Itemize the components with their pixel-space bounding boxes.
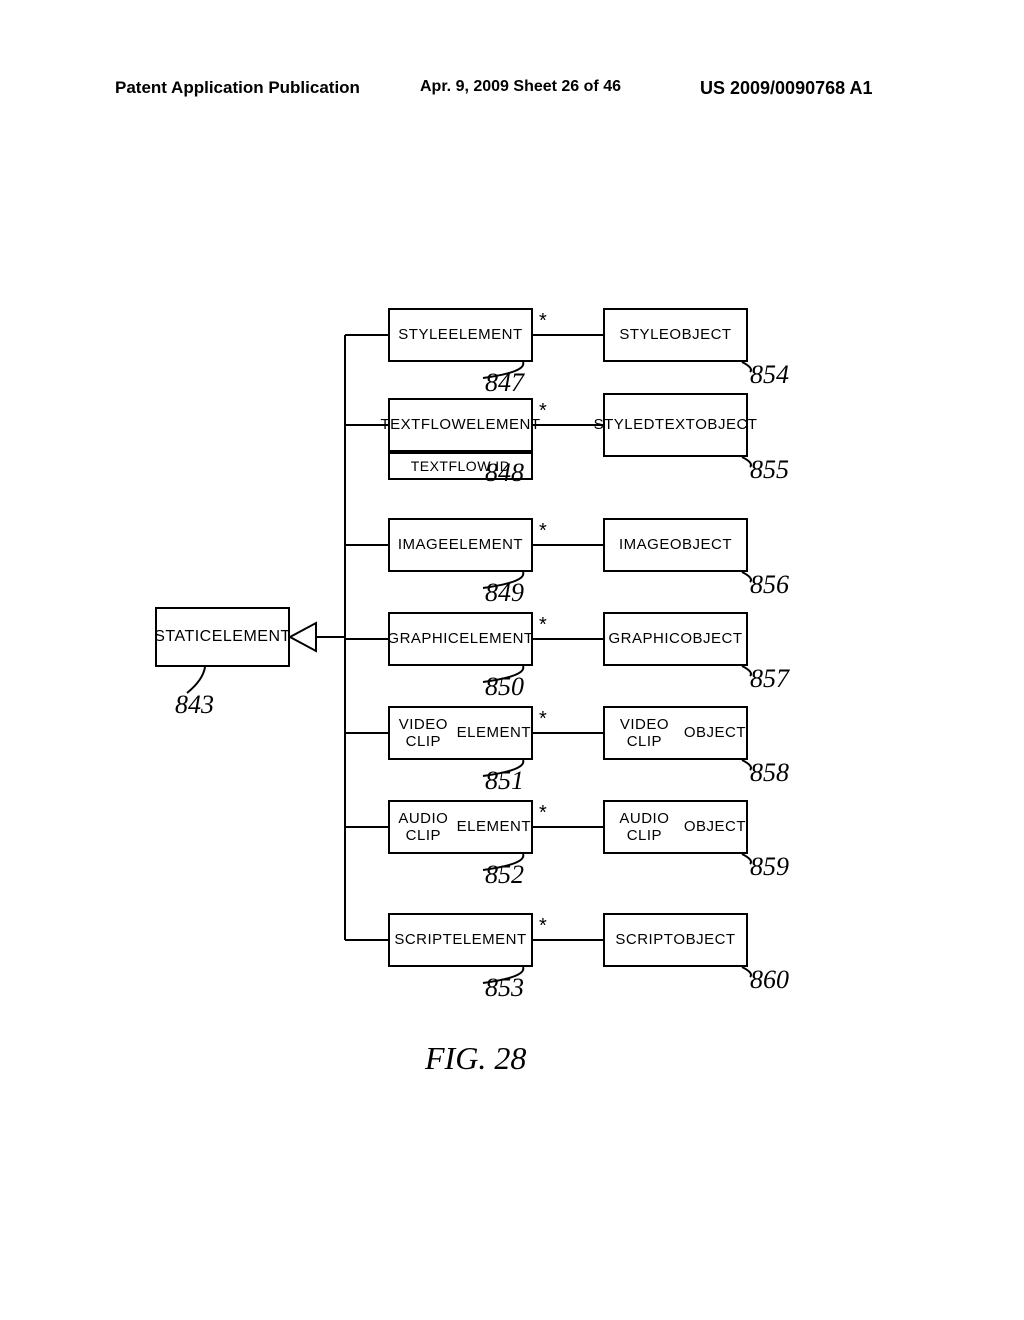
ref-848: 848 bbox=[485, 458, 524, 488]
ref-850: 850 bbox=[485, 672, 524, 702]
node-videoclip-object: VIDEO CLIPOBJECT bbox=[603, 706, 748, 760]
ref-855: 855 bbox=[750, 455, 789, 485]
ref-859: 859 bbox=[750, 852, 789, 882]
multiplicity-star: * bbox=[539, 708, 547, 731]
header-center: Apr. 9, 2009 Sheet 26 of 46 bbox=[420, 78, 621, 96]
node-script-object: SCRIPTOBJECT bbox=[603, 913, 748, 967]
node-image-object: IMAGEOBJECT bbox=[603, 518, 748, 572]
ref-856: 856 bbox=[750, 570, 789, 600]
node-textflow-object: STYLEDTEXTOBJECT bbox=[603, 393, 748, 457]
node-audioclip-object: AUDIO CLIPOBJECT bbox=[603, 800, 748, 854]
multiplicity-star: * bbox=[539, 614, 547, 637]
ref-853: 853 bbox=[485, 973, 524, 1003]
ref-858: 858 bbox=[750, 758, 789, 788]
node-image-element: IMAGEELEMENT bbox=[388, 518, 533, 572]
ref-854: 854 bbox=[750, 360, 789, 390]
node-graphic-object: GRAPHICOBJECT bbox=[603, 612, 748, 666]
header-right: US 2009/0090768 A1 bbox=[700, 78, 872, 99]
node-textflow-element: TEXTFLOWELEMENT bbox=[388, 398, 533, 452]
multiplicity-star: * bbox=[539, 400, 547, 423]
node-audioclip-element: AUDIO CLIPELEMENT bbox=[388, 800, 533, 854]
multiplicity-star: * bbox=[539, 520, 547, 543]
multiplicity-star: * bbox=[539, 915, 547, 938]
ref-847: 847 bbox=[485, 368, 524, 398]
ref-852: 852 bbox=[485, 860, 524, 890]
multiplicity-star: * bbox=[539, 802, 547, 825]
ref-851: 851 bbox=[485, 766, 524, 796]
figure-label: FIG. 28 bbox=[425, 1040, 526, 1077]
ref-857: 857 bbox=[750, 664, 789, 694]
node-style-object: STYLEOBJECT bbox=[603, 308, 748, 362]
node-style-element: STYLEELEMENT bbox=[388, 308, 533, 362]
page: Patent Application Publication Apr. 9, 2… bbox=[0, 0, 1024, 1320]
multiplicity-star: * bbox=[539, 310, 547, 333]
node-static-element: STATICELEMENT bbox=[155, 607, 290, 667]
node-videoclip-element: VIDEO CLIPELEMENT bbox=[388, 706, 533, 760]
ref-860: 860 bbox=[750, 965, 789, 995]
header-left: Patent Application Publication bbox=[115, 78, 360, 98]
ref-843: 843 bbox=[175, 690, 214, 720]
node-script-element: SCRIPTELEMENT bbox=[388, 913, 533, 967]
node-graphic-element: GRAPHICELEMENT bbox=[388, 612, 533, 666]
ref-849: 849 bbox=[485, 578, 524, 608]
